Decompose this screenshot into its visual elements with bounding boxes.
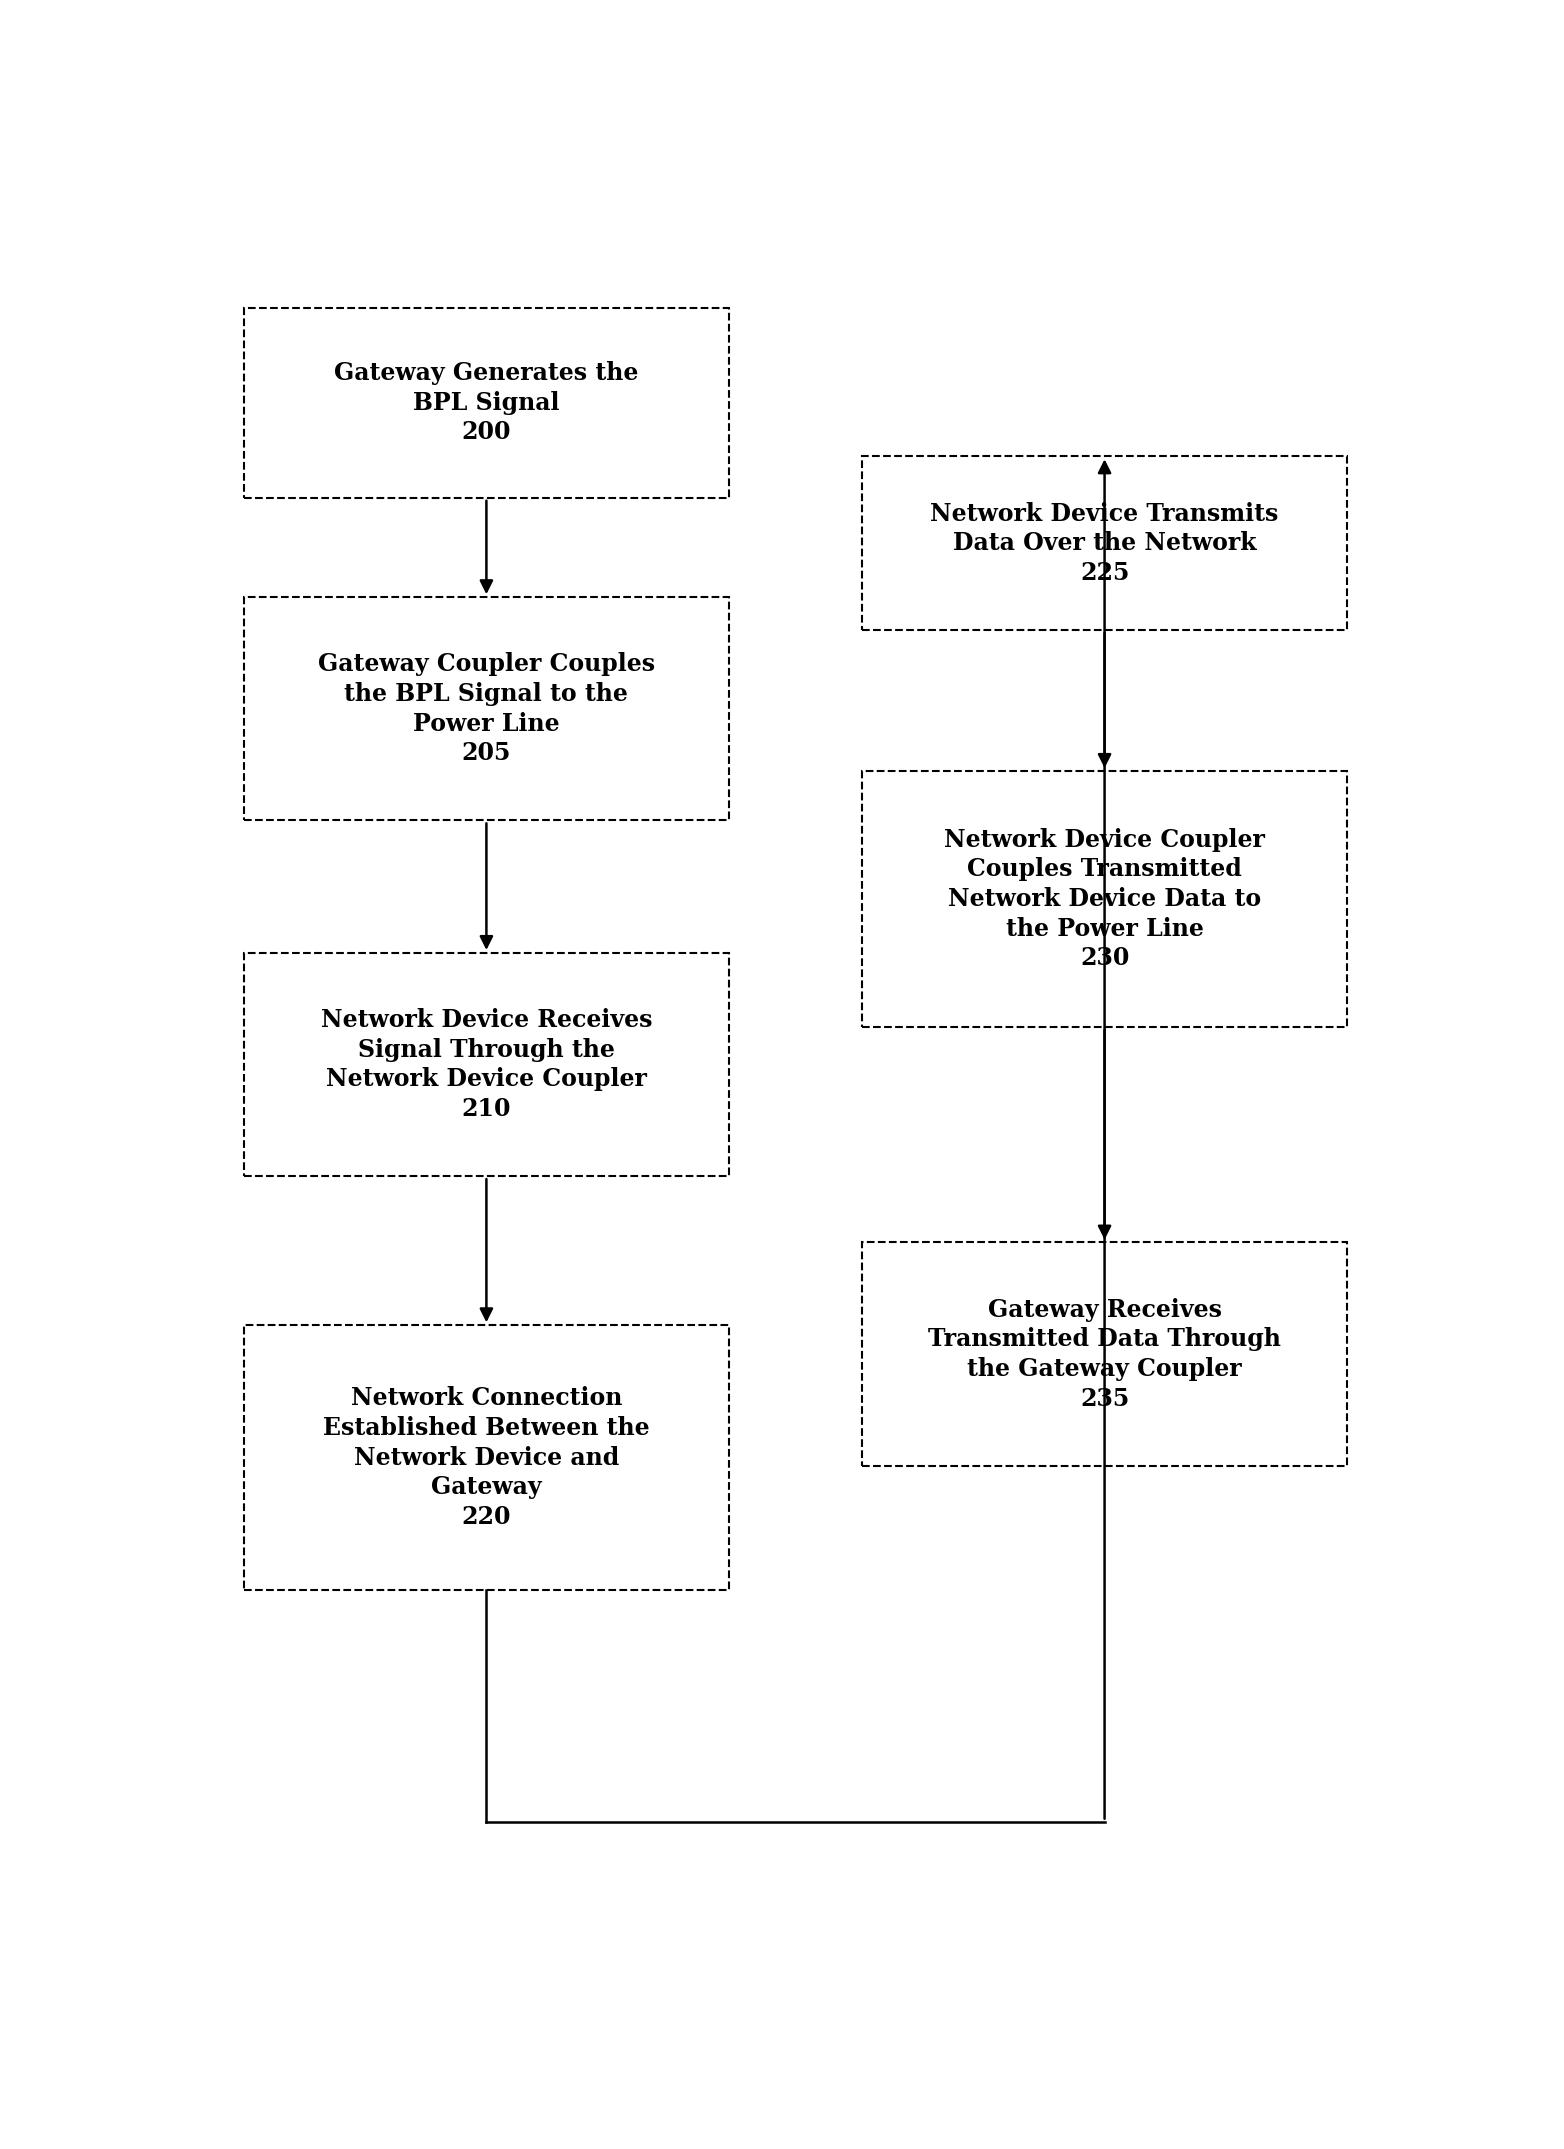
Text: Network Device Coupler
Couples Transmitted
Network Device Data to
the Power Line: Network Device Coupler Couples Transmitt… [945,827,1265,971]
Text: Gateway Coupler Couples
the BPL Signal to the
Power Line
205: Gateway Coupler Couples the BPL Signal t… [317,653,655,765]
FancyBboxPatch shape [862,1242,1347,1466]
Text: Network Connection
Established Between the
Network Device and
Gateway
220: Network Connection Established Between t… [324,1386,649,1528]
FancyBboxPatch shape [862,771,1347,1027]
FancyBboxPatch shape [244,952,729,1176]
Text: Gateway Receives
Transmitted Data Through
the Gateway Coupler
235: Gateway Receives Transmitted Data Throug… [927,1298,1281,1410]
FancyBboxPatch shape [862,456,1347,630]
FancyBboxPatch shape [244,597,729,821]
FancyBboxPatch shape [244,307,729,499]
Text: Gateway Generates the
BPL Signal
200: Gateway Generates the BPL Signal 200 [335,361,638,445]
FancyBboxPatch shape [244,1326,729,1590]
Text: Network Device Receives
Signal Through the
Network Device Coupler
210: Network Device Receives Signal Through t… [321,1008,652,1122]
Text: Network Device Transmits
Data Over the Network
225: Network Device Transmits Data Over the N… [931,501,1279,585]
